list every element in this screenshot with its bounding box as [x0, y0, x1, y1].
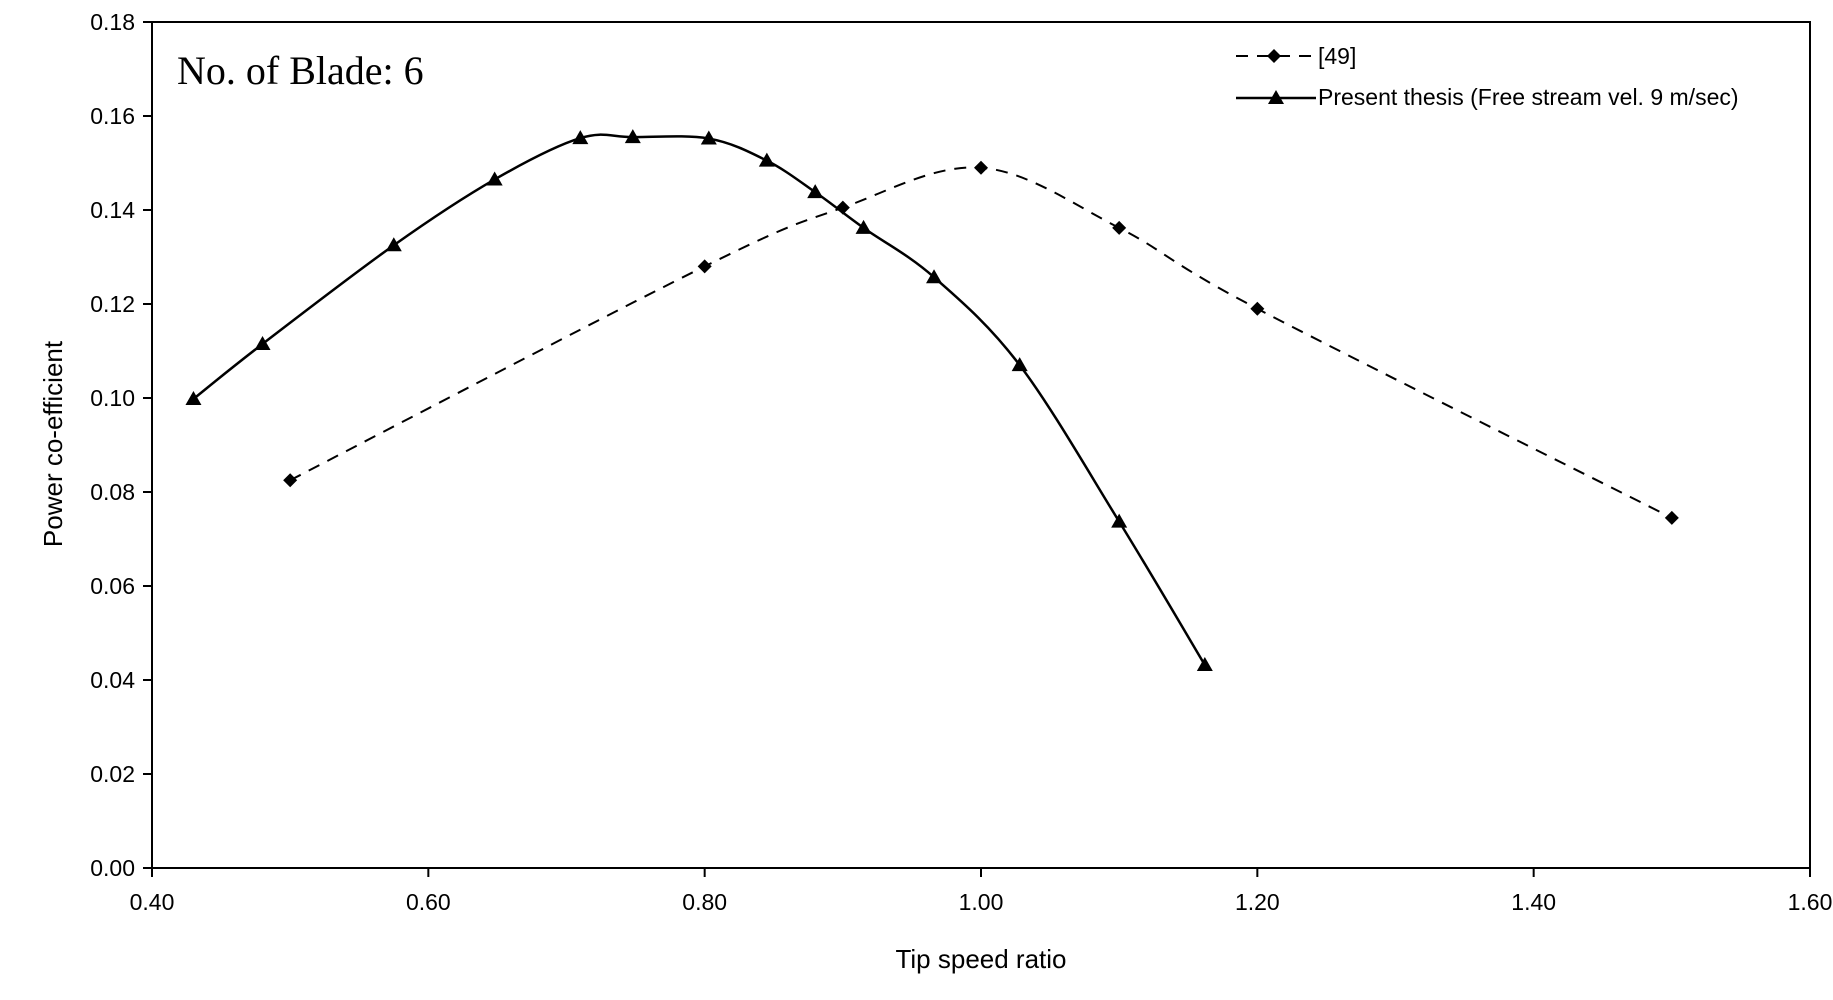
- legend-label-1: Present thesis (Free stream vel. 9 m/sec…: [1318, 84, 1739, 110]
- series-0-point-4: [1112, 220, 1127, 235]
- series-1-point-10: [926, 269, 943, 284]
- x-tick-label-6: 1.60: [1788, 889, 1833, 915]
- series-0-point-3: [974, 160, 988, 175]
- y-tick-label-1: 0.02: [90, 761, 135, 787]
- series-1-point-8: [807, 184, 824, 199]
- y-tick-label-0: 0.00: [90, 855, 135, 881]
- y-tick-label-3: 0.06: [90, 573, 135, 599]
- y-axis: 0.00 0.02 0.04 0.06 0.08 0.10 0.12 0.14 0.16 0.18: [90, 9, 152, 881]
- x-tick-label-5: 1.40: [1511, 889, 1556, 915]
- y-tick-label-2: 0.04: [90, 667, 135, 693]
- y-tick-label-7: 0.14: [90, 197, 135, 223]
- x-tick-label-4: 1.20: [1235, 889, 1280, 915]
- series-layer: [185, 129, 1679, 671]
- y-axis-title: Power co-efficient: [38, 340, 68, 547]
- series-0: [283, 160, 1679, 525]
- x-tick-label-0: 0.40: [130, 889, 175, 915]
- y-tick-label-9: 0.18: [90, 9, 135, 35]
- series-0-point-5: [1250, 301, 1265, 316]
- series-1-point-5: [624, 129, 641, 144]
- series-1-point-11: [1011, 357, 1028, 372]
- series-1-point-1: [254, 335, 271, 350]
- series-1-point-0: [185, 390, 202, 405]
- legend-entry-0: [49]: [1236, 43, 1356, 69]
- x-axis: 0.40 0.60 0.80 1.00 1.20 1.40 1.60: [130, 868, 1833, 915]
- x-tick-label-3: 1.00: [959, 889, 1004, 915]
- x-tick-label-2: 0.80: [682, 889, 727, 915]
- x-axis-title: Tip speed ratio: [895, 944, 1066, 974]
- series-1-point-4: [572, 130, 589, 145]
- legend-swatch-marker-0: [1267, 49, 1281, 63]
- y-tick-label-5: 0.10: [90, 385, 135, 411]
- series-1-point-13: [1196, 656, 1213, 671]
- legend-swatch-marker-1: [1268, 90, 1284, 104]
- y-tick-label-6: 0.12: [90, 291, 135, 317]
- y-tick-label-8: 0.16: [90, 103, 135, 129]
- series-0-point-6: [1664, 510, 1679, 525]
- series-1-point-12: [1111, 513, 1128, 528]
- plot-frame: [151, 21, 1811, 869]
- series-1-point-2: [385, 237, 402, 252]
- y-tick-label-4: 0.08: [90, 479, 135, 505]
- legend-label-0: [49]: [1318, 43, 1356, 69]
- legend: [49] Present thesis (Free stream vel. 9 …: [1236, 43, 1739, 110]
- series-0-point-0: [283, 473, 298, 488]
- series-1-point-9: [855, 219, 872, 234]
- series-1-point-3: [486, 171, 503, 186]
- series-1: [185, 129, 1213, 671]
- series-1-point-7: [758, 152, 775, 167]
- legend-entry-1: Present thesis (Free stream vel. 9 m/sec…: [1236, 84, 1739, 110]
- series-0-point-1: [697, 259, 712, 274]
- series-1-point-6: [700, 130, 717, 145]
- series-line-1: [192, 133, 1206, 666]
- x-tick-label-1: 0.60: [406, 889, 451, 915]
- series-line-0: [289, 166, 1673, 519]
- plot-area: [151, 21, 1811, 869]
- chart-annotation: No. of Blade: 6: [177, 48, 424, 93]
